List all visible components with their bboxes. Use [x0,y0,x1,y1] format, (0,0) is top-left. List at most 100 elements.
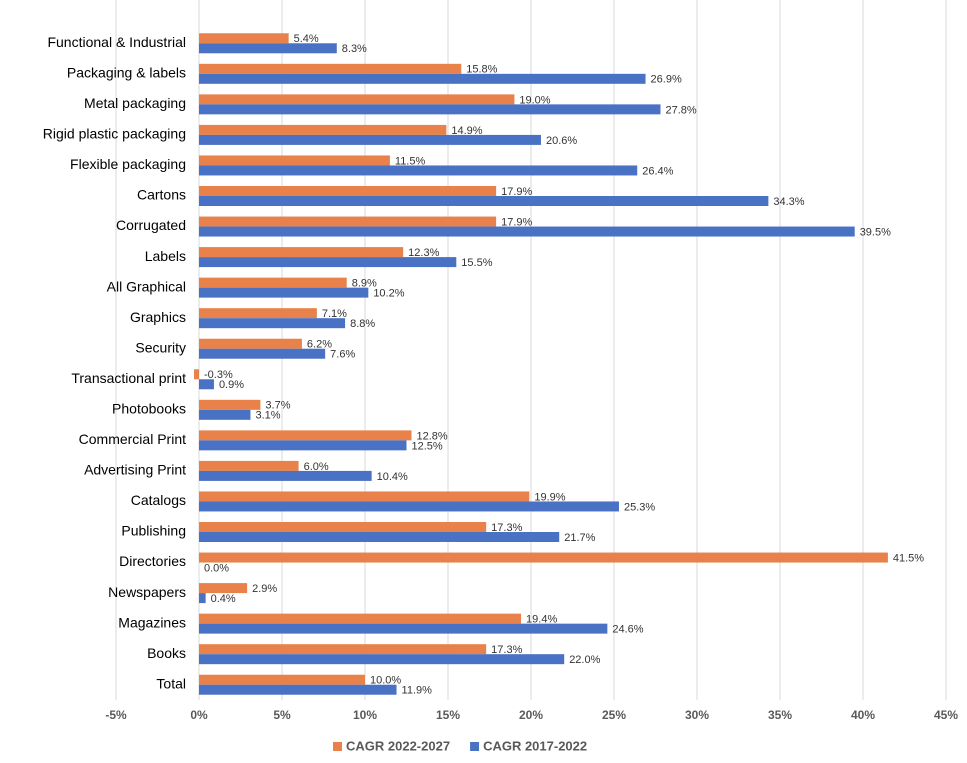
category-label: Directories [119,553,186,569]
category-label: Magazines [118,614,186,630]
x-tick-label: 10% [353,708,377,722]
bar [199,348,326,359]
value-label: 41.5% [893,552,924,564]
value-label: 8.3% [342,43,367,55]
category-label: Corrugated [116,217,186,233]
bar [199,552,888,563]
x-tick-label: 45% [934,708,958,722]
bar [199,155,390,166]
value-label: 3.7% [265,400,290,412]
bar [199,216,497,227]
category-label: Graphics [130,309,186,325]
bar [199,654,565,665]
value-label: 20.6% [546,135,577,147]
bar [199,287,369,298]
bar [199,470,372,481]
x-tick-label: 40% [851,708,875,722]
value-label: 27.8% [665,104,696,116]
value-label: 12.3% [408,247,439,259]
value-label: 0.4% [211,593,236,605]
value-label: 0.9% [219,379,244,391]
bar [199,583,248,594]
value-label: 26.4% [642,165,673,177]
value-label: 11.9% [402,685,433,697]
value-label: 15.5% [461,257,492,269]
value-label: -0.3% [204,369,233,381]
bar [199,73,646,84]
legend-label: CAGR 2017-2022 [483,738,587,753]
category-label: Labels [145,248,186,264]
legend-label: CAGR 2022-2027 [346,738,450,753]
value-label: 19.4% [526,614,557,626]
value-label: 17.9% [501,216,532,228]
bar [199,440,407,451]
value-label: 3.1% [255,410,280,422]
value-label: 8.9% [352,278,377,290]
value-label: 17.3% [491,522,522,534]
bar [199,186,497,196]
bar [199,33,289,44]
value-label: 22.0% [569,654,600,666]
value-label: 6.2% [307,339,332,351]
x-tick-label: 20% [519,708,543,722]
value-label: 10.4% [377,471,408,483]
x-tick-label: -5% [105,708,127,722]
bar [199,124,447,135]
bar [199,522,487,532]
category-label: Rigid plastic packaging [43,126,186,142]
value-label: 21.7% [564,532,595,544]
bar [199,338,302,349]
bar [199,226,855,237]
bar [199,501,619,512]
bar [199,613,522,624]
category-label: Publishing [121,523,186,539]
value-label: 19.0% [519,94,550,106]
category-label: Books [147,645,186,661]
bar [199,430,412,441]
bar [199,43,337,54]
x-tick-label: 25% [602,708,626,722]
legend-swatch [333,742,342,751]
bar [199,277,347,288]
bar [199,318,346,329]
bar [199,491,530,502]
value-label: 17.3% [491,644,522,656]
category-label: Metal packaging [84,95,186,111]
bar [199,94,515,105]
value-label: 19.9% [534,491,565,503]
bar [199,623,608,634]
value-label: 25.3% [624,501,655,513]
category-label: Flexible packaging [70,156,186,172]
bar [194,369,199,380]
value-label: 10.2% [373,288,404,300]
category-label: Packaging & labels [67,65,186,81]
value-label: 17.9% [501,186,532,198]
bar [199,308,317,319]
bar [199,460,299,471]
x-tick-label: 35% [768,708,792,722]
category-label: Photobooks [112,401,186,417]
value-label: 15.8% [466,64,497,76]
value-label: 7.1% [322,308,347,320]
value-label: 8.8% [350,318,375,330]
category-label: Total [156,675,186,691]
value-label: 12.5% [412,440,443,452]
bar [199,104,661,115]
value-label: 26.9% [651,74,682,86]
value-label: 12.8% [416,430,447,442]
category-label: Catalogs [131,492,186,508]
value-label: 14.9% [451,125,482,137]
bar [199,165,638,176]
bar [199,644,487,655]
bar [199,684,397,695]
legend-swatch [470,742,480,751]
category-label: Security [135,339,186,355]
value-label: 2.9% [252,583,277,595]
value-label: 6.0% [304,461,329,473]
value-label: 11.5% [395,155,426,167]
bar [199,399,261,410]
bar [199,409,251,420]
category-label: Newspapers [108,584,186,600]
bar [199,257,457,268]
